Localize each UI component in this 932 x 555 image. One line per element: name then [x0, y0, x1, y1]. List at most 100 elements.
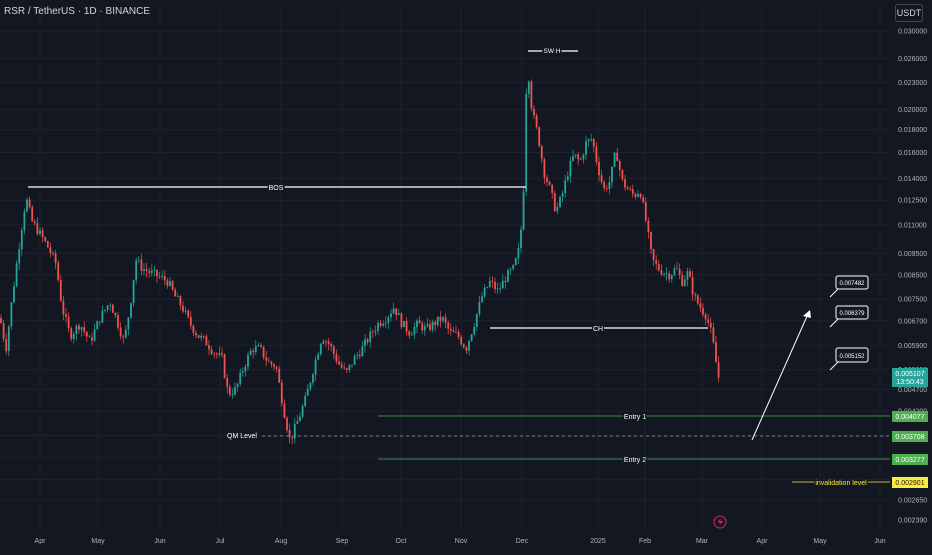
- price-axis[interactable]: 0.030000 0.026000 0.023000 0.020000 0.018000…: [898, 29, 927, 525]
- tp2-pointer: [829, 318, 839, 328]
- candle-body: [143, 269, 145, 271]
- candle-body: [364, 339, 366, 347]
- candle-body: [418, 320, 421, 324]
- candle-body: [660, 270, 663, 275]
- candle-body: [70, 328, 73, 339]
- candle-body: [174, 289, 177, 297]
- candle-body: [397, 313, 400, 316]
- candle-body: [639, 194, 642, 198]
- time-tick-label: 2025: [590, 538, 606, 545]
- invalidation-price: 0.002901: [895, 480, 924, 487]
- candle-body: [676, 268, 678, 270]
- tp3-callout[interactable]: [835, 347, 869, 363]
- currency-button[interactable]: USDT: [895, 4, 923, 22]
- candle-body: [260, 345, 262, 347]
- candle-body: [83, 327, 86, 332]
- entry1-price: 0.004077: [895, 414, 924, 421]
- candle-body: [275, 367, 278, 369]
- entry2-price-badge: [892, 454, 928, 465]
- candle-body: [31, 207, 34, 222]
- price-tick-label: 0.004700: [898, 387, 927, 394]
- candle-body: [200, 335, 203, 338]
- candle-body: [322, 341, 325, 344]
- candle-body: [538, 127, 541, 147]
- candle-body: [78, 325, 80, 330]
- candle-body: [522, 191, 525, 230]
- tp1-callout[interactable]: [835, 275, 869, 290]
- candle-body: [124, 329, 127, 338]
- candle-body: [501, 280, 504, 289]
- candle-body: [691, 276, 694, 295]
- candle-body: [239, 372, 242, 384]
- candle-body: [187, 310, 190, 317]
- candle-body: [704, 314, 707, 320]
- candle-body: [390, 313, 392, 318]
- candle-body: [278, 368, 281, 383]
- candle-body: [553, 193, 556, 212]
- entry2-price: 0.003277: [895, 457, 924, 464]
- time-tick-label: Jun: [874, 538, 885, 545]
- candle-body: [689, 271, 691, 277]
- price-tick-label: 0.009500: [898, 251, 927, 258]
- candle-body: [345, 368, 348, 370]
- candle-body: [213, 353, 216, 355]
- candle-body: [665, 273, 668, 275]
- candle-body: [158, 276, 161, 278]
- candle-body: [291, 437, 294, 439]
- candle-body: [265, 357, 268, 361]
- candle-body: [33, 221, 36, 224]
- time-tick-label: Jul: [216, 538, 225, 545]
- price-tick-label: 0.020000: [898, 107, 927, 114]
- tp2-callout[interactable]: [835, 305, 869, 320]
- price-tick-label: 0.016000: [898, 150, 927, 157]
- time-axis[interactable]: Apr May Jun Jul Aug Sep Oct Nov Dec 2025 Feb Mar Apr…: [35, 538, 886, 545]
- candle-body: [369, 331, 372, 343]
- candle-body: [171, 281, 174, 290]
- candle-body: [28, 199, 31, 208]
- symbol-title[interactable]: RSR / TetherUS · 1D · BINANCE: [4, 6, 150, 17]
- candle-body: [59, 280, 62, 301]
- price-tick-label: 0.007500: [898, 296, 927, 303]
- projection-arrow[interactable]: [751, 313, 809, 441]
- candle-body: [330, 344, 333, 347]
- candle-body: [54, 253, 57, 263]
- candle-body: [559, 196, 561, 207]
- tp3-value: 0.005152: [839, 354, 865, 360]
- price-tick-label: 0.018000: [898, 127, 927, 134]
- candle-body: [150, 270, 153, 273]
- candle-body: [413, 327, 416, 335]
- candle-body: [405, 321, 408, 332]
- candle-body: [358, 354, 361, 357]
- candle-body: [41, 230, 44, 238]
- time-tick-label: May: [91, 538, 105, 545]
- candle-body: [296, 421, 299, 424]
- candle-body: [267, 360, 270, 362]
- candle-body: [696, 295, 699, 304]
- lightning-icon[interactable]: [713, 515, 727, 529]
- candle-body: [374, 330, 377, 333]
- candle-body: [431, 321, 434, 330]
- time-tick-label: May: [813, 538, 827, 545]
- candle-body: [44, 237, 47, 242]
- candle-body: [202, 335, 205, 337]
- candle-body: [579, 159, 582, 160]
- candle-body: [371, 331, 374, 333]
- candle-body: [475, 314, 478, 327]
- candle-body: [309, 382, 312, 389]
- tp2-value: 0.006379: [839, 311, 865, 317]
- candle-body: [5, 338, 8, 352]
- candle-body: [130, 303, 132, 318]
- candle-body: [624, 179, 626, 188]
- candle-body: [10, 302, 13, 327]
- candle-body: [208, 345, 210, 350]
- candle-body: [444, 317, 447, 323]
- candle-body: [548, 181, 551, 185]
- candle-body: [280, 382, 283, 404]
- candle-body: [205, 336, 208, 346]
- candle-body: [572, 155, 574, 161]
- candle-body: [140, 259, 143, 271]
- entry1-price-badge: [892, 411, 928, 422]
- candle-body: [686, 271, 689, 280]
